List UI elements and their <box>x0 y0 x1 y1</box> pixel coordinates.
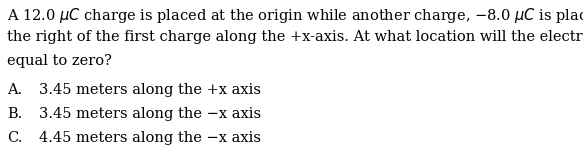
Text: equal to zero?: equal to zero? <box>7 54 112 68</box>
Text: C.: C. <box>7 131 22 145</box>
Text: 4.45 meters along the −x axis: 4.45 meters along the −x axis <box>39 131 261 145</box>
Text: A.: A. <box>7 83 22 97</box>
Text: A 12.0 $\mu$$C$ charge is placed at the origin while another charge, −8.0 $\mu$$: A 12.0 $\mu$$C$ charge is placed at the … <box>7 6 583 25</box>
Text: 3.45 meters along the +x axis: 3.45 meters along the +x axis <box>39 83 261 97</box>
Text: 3.45 meters along the −x axis: 3.45 meters along the −x axis <box>39 107 261 121</box>
Text: the right of the first charge along the +x-axis. At what location will the elect: the right of the first charge along the … <box>7 30 583 44</box>
Text: B.: B. <box>7 107 22 121</box>
